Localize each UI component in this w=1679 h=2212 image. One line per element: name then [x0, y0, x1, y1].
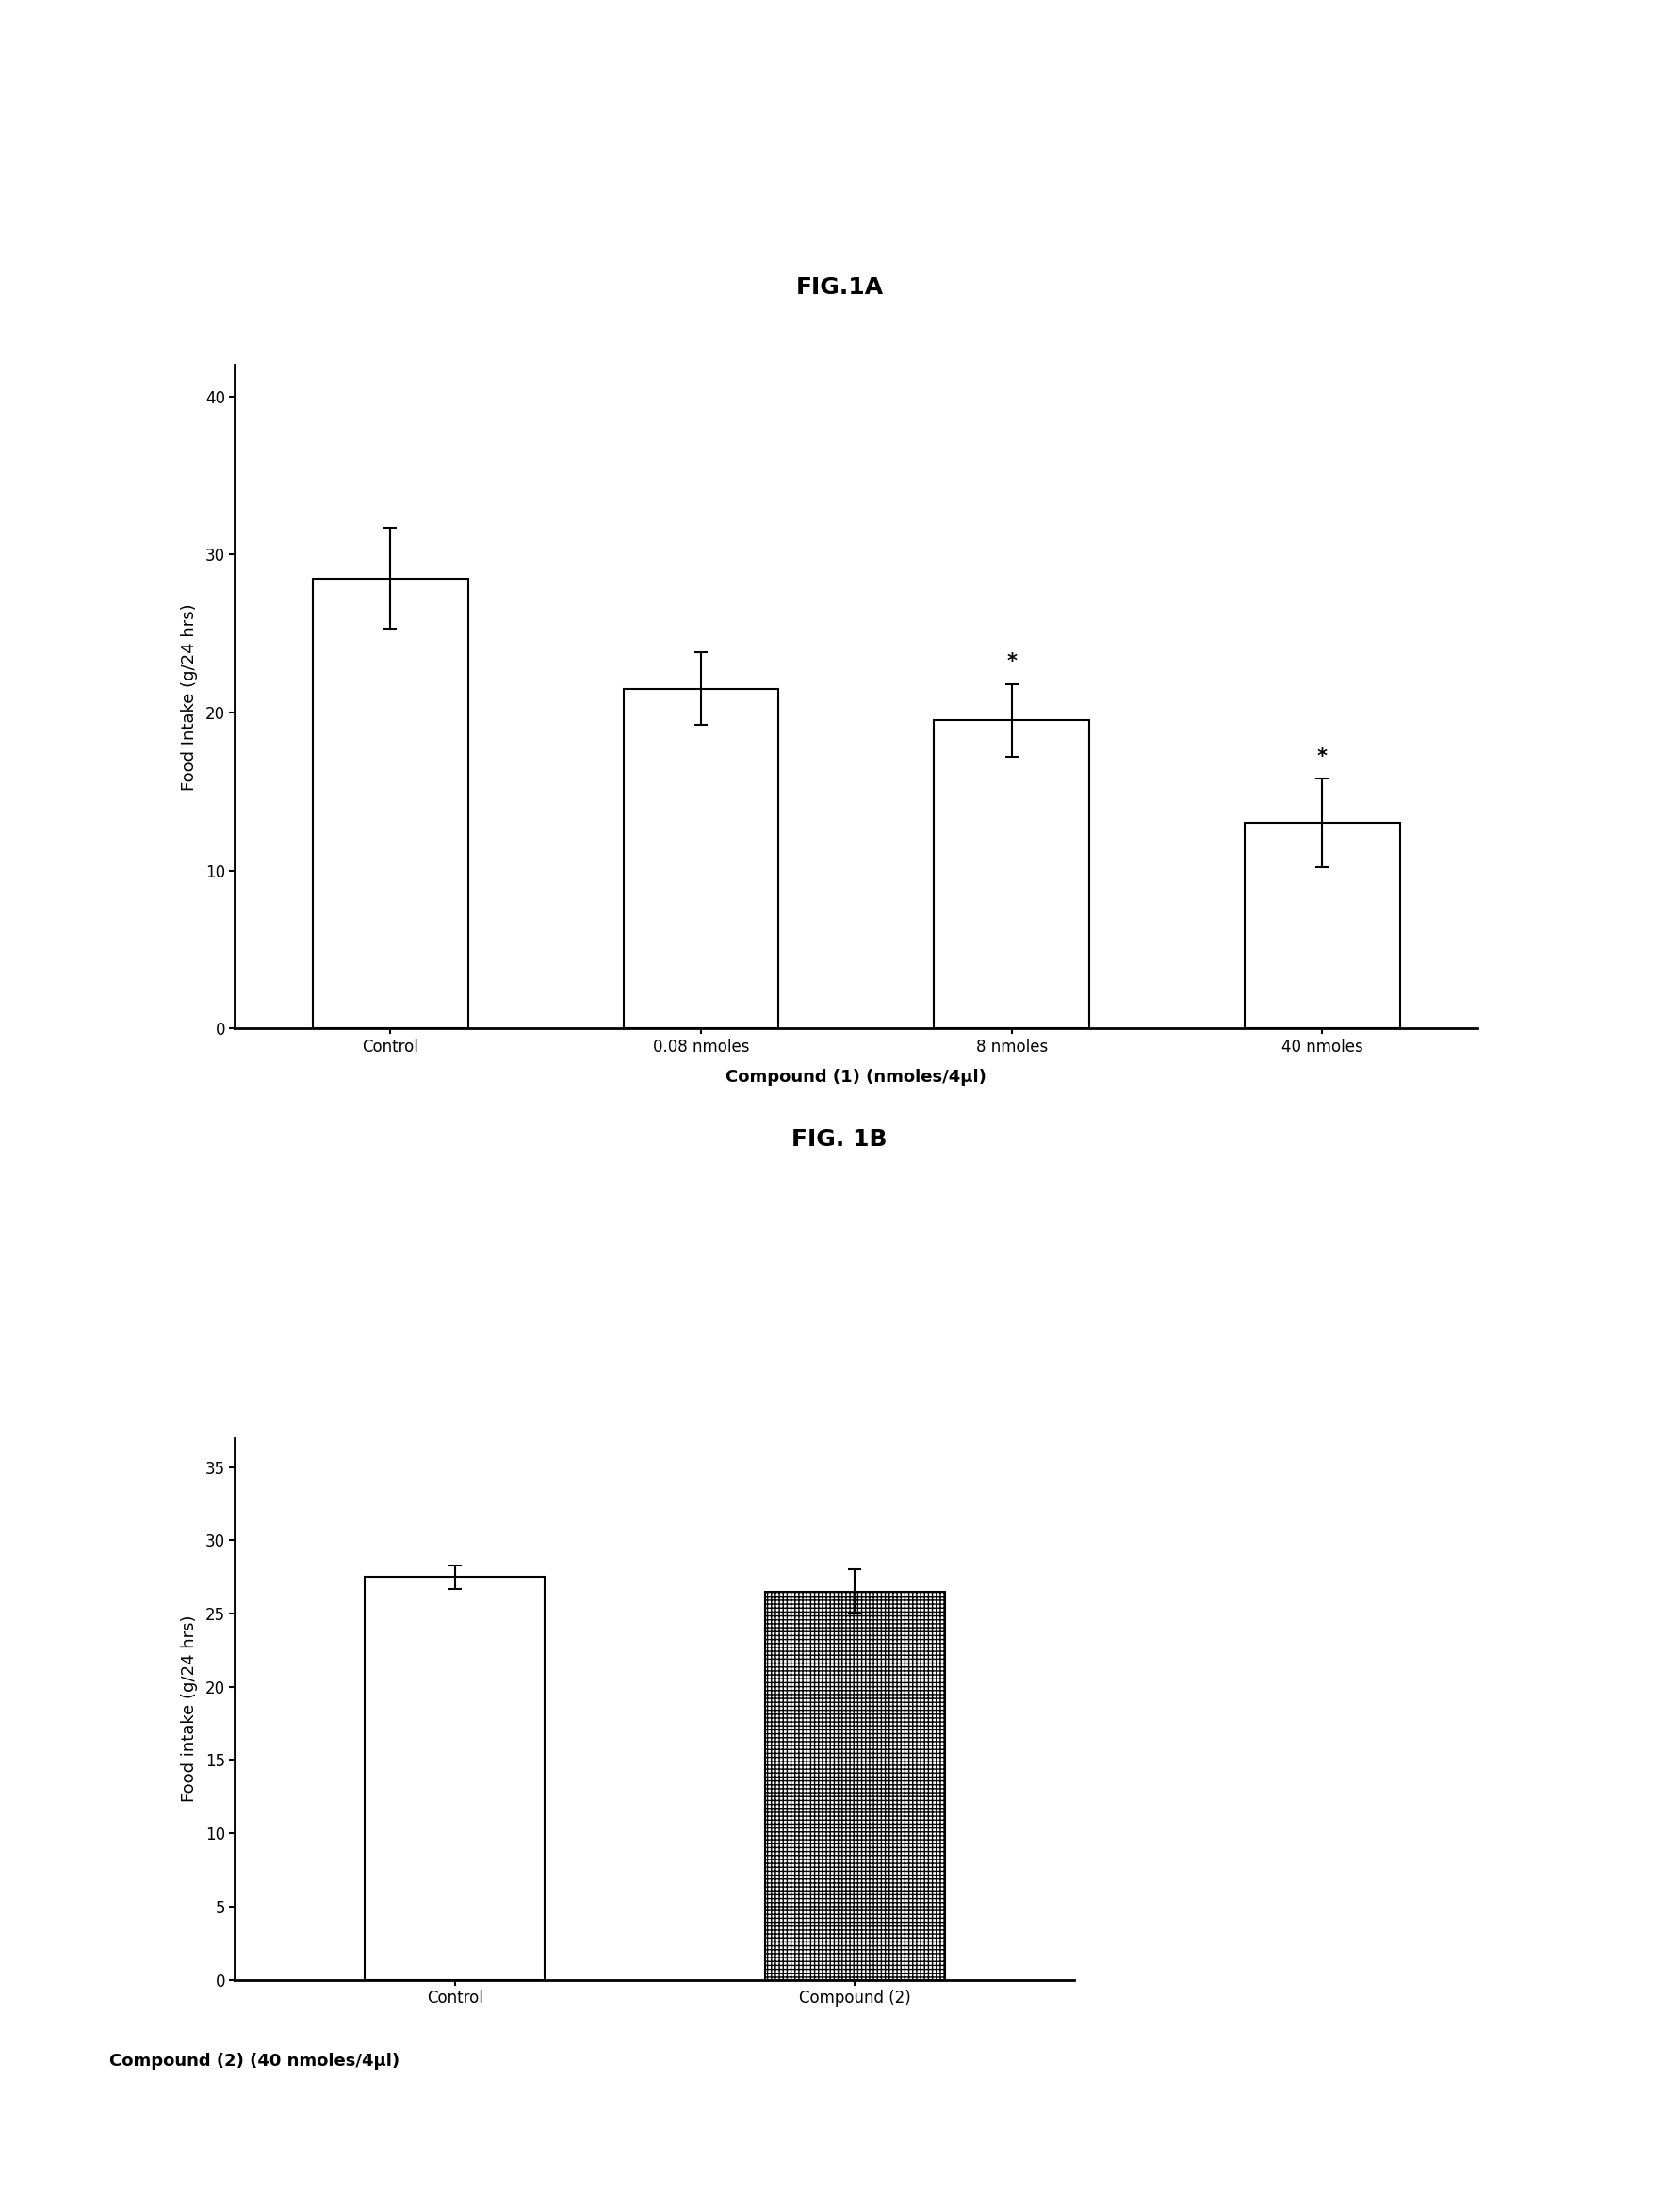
Text: *: *: [1006, 653, 1017, 672]
Text: Compound (2) (40 nmoles/4μl): Compound (2) (40 nmoles/4μl): [109, 2053, 400, 2070]
Text: FIG. 1B: FIG. 1B: [792, 1128, 887, 1150]
X-axis label: Compound (1) (nmoles/4μl): Compound (1) (nmoles/4μl): [725, 1068, 987, 1086]
Bar: [934, 721, 1090, 1029]
Bar: [364, 1577, 546, 1980]
Y-axis label: Food Intake (g/24 hrs): Food Intake (g/24 hrs): [181, 604, 198, 790]
Text: FIG.1A: FIG.1A: [796, 276, 883, 299]
Y-axis label: Food intake (g/24 hrs): Food intake (g/24 hrs): [181, 1615, 198, 1803]
Bar: [1244, 823, 1400, 1029]
Bar: [764, 1593, 945, 1980]
Text: *: *: [1316, 748, 1328, 765]
Bar: [312, 577, 468, 1029]
Bar: [623, 688, 779, 1029]
